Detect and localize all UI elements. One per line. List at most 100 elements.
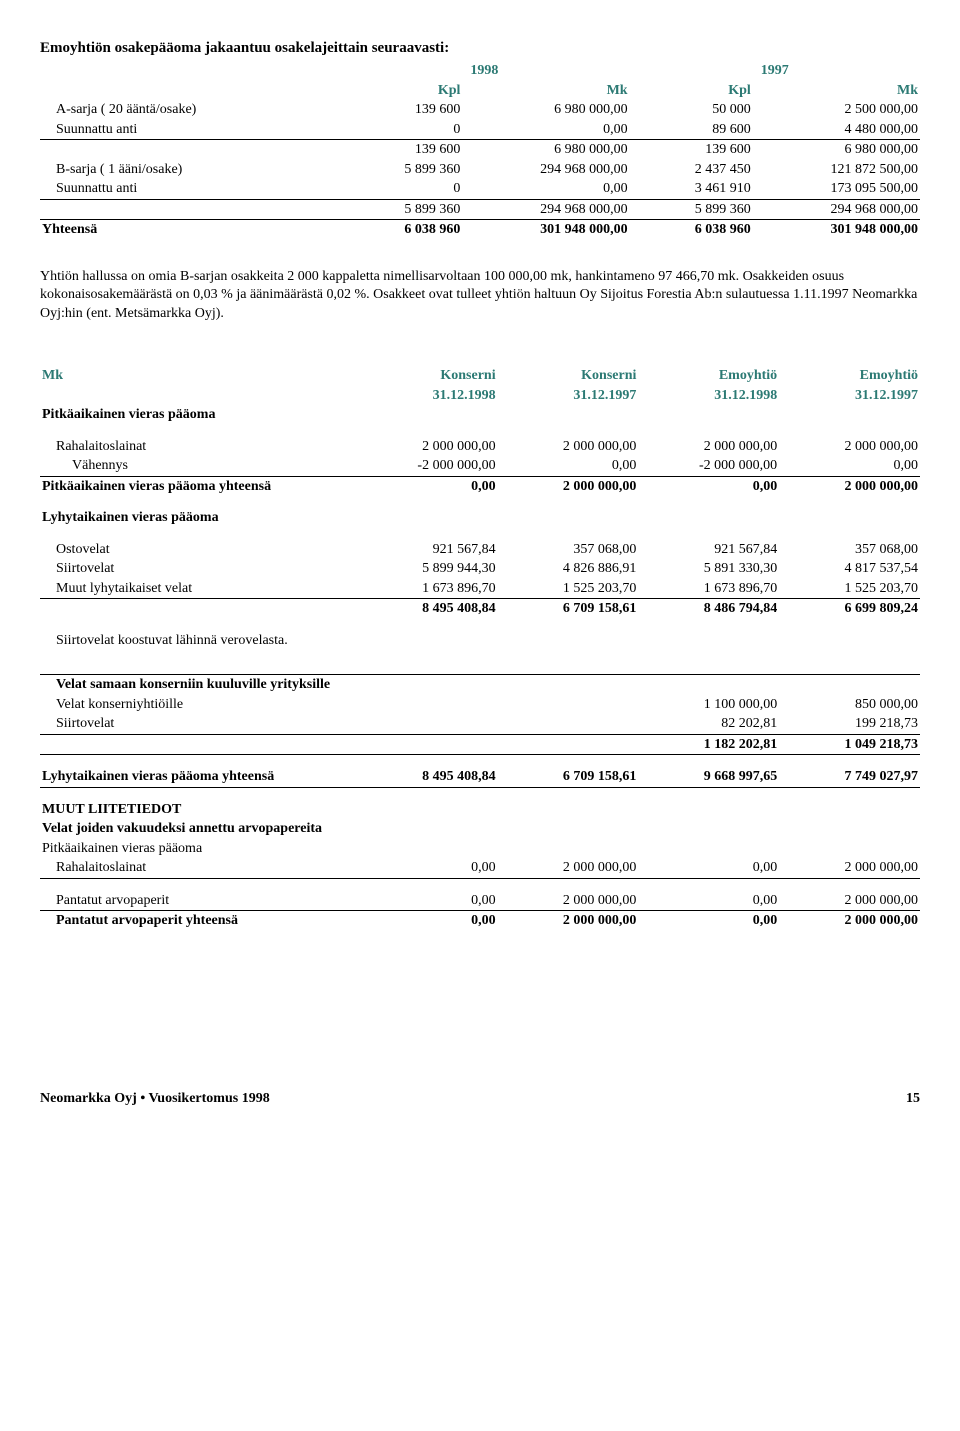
table-row: Suunnattu anti 0 0,00 89 600 4 480 000,0… [40,120,920,140]
t2-sec5-title2: Velat joiden vakuudeksi annettu arvopape… [40,819,920,839]
cell: 1 525 203,70 [779,579,920,599]
footer-left: Neomarkka Oyj • Vuosikertomus 1998 [40,1091,270,1107]
cell: 0,00 [357,911,498,931]
t2-sec5-title1: MUUT LIITETIEDOT [40,800,920,820]
cell: 1 182 202,81 [638,734,779,755]
cell: 2 000 000,00 [498,476,639,496]
cell: 1 100 000,00 [638,695,779,715]
table-row: B-sarja ( 1 ääni/osake) 5 899 360 294 96… [40,160,920,180]
t2-hdr-c1b: 31.12.1998 [357,386,498,406]
t2-hdr-c2b: 31.12.1997 [498,386,639,406]
paragraph-own-shares: Yhtiön hallussa on omia B-sarjan osakkei… [40,268,920,325]
cell: Siirtovelat [40,559,357,579]
cell: 50 000 [630,100,753,120]
cell: 2 437 450 [630,160,753,180]
cell: 8 495 408,84 [357,599,498,619]
cell: Vähennys [40,456,357,476]
cell: Velat konserniyhtiöille [40,695,357,715]
cell: Pantatut arvopaperit yhteensä [40,911,357,931]
cell: 0,00 [498,456,639,476]
cell: 6 980 000,00 [462,140,629,160]
t1-total-label: Yhteensä [40,220,339,240]
t1-title: Emoyhtiön osakepääoma jakaantuu osakelaj… [40,40,920,57]
t1: 1998 1997 Kpl Mk Kpl Mk A-sarja ( 20 ään… [40,61,920,240]
cell: 4 817 537,54 [779,559,920,579]
cell: 357 068,00 [498,540,639,560]
cell: 0,00 [638,911,779,931]
table-row-total: Pitkäaikainen vieras pääoma yhteensä 0,0… [40,476,920,496]
cell: 2 000 000,00 [357,437,498,457]
cell: 301 948 000,00 [462,220,629,240]
cell: 173 095 500,00 [753,179,920,199]
t1-r5-label: Suunnattu anti [40,179,339,199]
t2-sec3-title: Velat samaan konserniin kuuluville yrity… [40,675,920,695]
cell: 82 202,81 [638,714,779,734]
cell: 2 000 000,00 [498,858,639,878]
cell: 0,00 [357,858,498,878]
cell: 0,00 [357,891,498,911]
cell: Siirtovelat [40,714,357,734]
t2-hdr-c4b: 31.12.1997 [779,386,920,406]
table-row: Suunnattu anti 0 0,00 3 461 910 173 095 … [40,179,920,199]
table-row-total: Lyhytaikainen vieras pääoma yhteensä 8 4… [40,767,920,787]
table-row: Velat konserniyhtiöille 1 100 000,00 850… [40,695,920,715]
t2-sec2-note: Siirtovelat koostuvat lähinnä verovelast… [40,631,920,651]
t1-r4-label: B-sarja ( 1 ääni/osake) [40,160,339,180]
footer-page: 15 [906,1091,920,1107]
cell: 921 567,84 [357,540,498,560]
table-row: Rahalaitoslainat 2 000 000,00 2 000 000,… [40,437,920,457]
t2-sec1-title: Pitkäaikainen vieras pääoma [40,405,920,425]
cell: 1 673 896,70 [357,579,498,599]
table-row-total: 1 182 202,81 1 049 218,73 [40,734,920,755]
table-row-total: Yhteensä 6 038 960 301 948 000,00 6 038 … [40,220,920,240]
cell: 5 899 944,30 [357,559,498,579]
cell: 7 749 027,97 [779,767,920,787]
table-row-total: 8 495 408,84 6 709 158,61 8 486 794,84 6… [40,599,920,619]
cell: 8 495 408,84 [357,767,498,787]
cell: 5 891 330,30 [638,559,779,579]
table-row: 139 600 6 980 000,00 139 600 6 980 000,0… [40,140,920,160]
cell: 5 899 360 [339,160,462,180]
cell: 0,00 [638,891,779,911]
cell: 0,00 [638,476,779,496]
cell: 6 699 809,24 [779,599,920,619]
cell: 9 668 997,65 [638,767,779,787]
cell: Muut lyhytaikaiset velat [40,579,357,599]
table-row-total: Pantatut arvopaperit yhteensä 0,00 2 000… [40,911,920,931]
table-row: Vähennys -2 000 000,00 0,00 -2 000 000,0… [40,456,920,476]
cell: 6 038 960 [339,220,462,240]
table-row: Siirtovelat 82 202,81 199 218,73 [40,714,920,734]
cell: 1 049 218,73 [779,734,920,755]
cell: 1 673 896,70 [638,579,779,599]
cell: 5 899 360 [339,199,462,220]
cell: 0,00 [462,179,629,199]
cell: 2 000 000,00 [779,891,920,911]
cell: Rahalaitoslainat [40,858,357,878]
cell: 139 600 [630,140,753,160]
cell: 301 948 000,00 [753,220,920,240]
cell: 2 000 000,00 [779,476,920,496]
cell: Pitkäaikainen vieras pääoma yhteensä [40,476,357,496]
cell: 4 826 886,91 [498,559,639,579]
cell: 0,00 [357,476,498,496]
cell: 5 899 360 [630,199,753,220]
t2-hdr-mk: Mk [40,366,357,386]
cell: 294 968 000,00 [462,199,629,220]
table-row: Siirtovelat 5 899 944,30 4 826 886,91 5 … [40,559,920,579]
cell: 139 600 [339,140,462,160]
cell: 1 525 203,70 [498,579,639,599]
cell: 6 980 000,00 [462,100,629,120]
table-row: A-sarja ( 20 ääntä/osake) 139 600 6 980 … [40,100,920,120]
table-row: Muut lyhytaikaiset velat 1 673 896,70 1 … [40,579,920,599]
cell: 89 600 [630,120,753,140]
t2: Mk Konserni Konserni Emoyhtiö Emoyhtiö 3… [40,366,920,931]
table-row: Rahalaitoslainat 0,00 2 000 000,00 0,00 … [40,858,920,878]
t2-hdr-c3a: Emoyhtiö [638,366,779,386]
cell: 921 567,84 [638,540,779,560]
t1-year-1998: 1998 [339,61,629,81]
cell: 6 038 960 [630,220,753,240]
t2-hdr-c2a: Konserni [498,366,639,386]
cell: 139 600 [339,100,462,120]
t1-mk-2: Mk [753,81,920,101]
table-row: 5 899 360 294 968 000,00 5 899 360 294 9… [40,199,920,220]
